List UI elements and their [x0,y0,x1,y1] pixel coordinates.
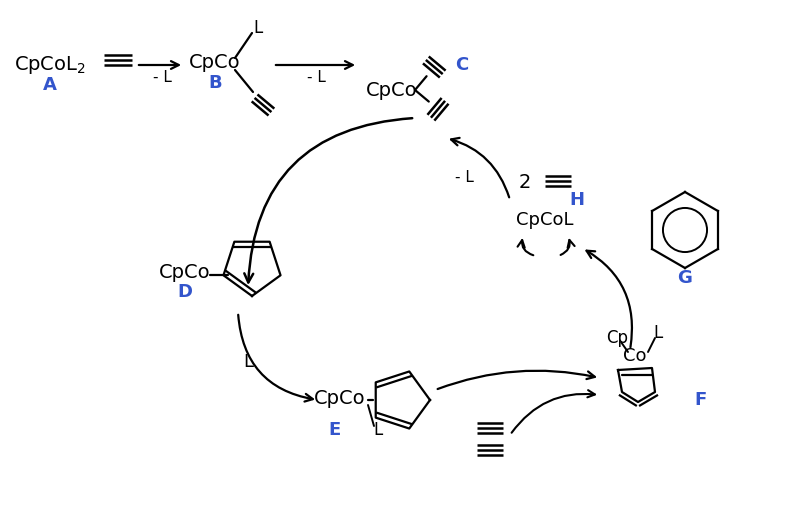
Text: B: B [208,74,222,92]
Text: E: E [329,421,341,439]
Text: A: A [43,76,57,94]
Text: L: L [374,421,382,439]
Text: 2: 2 [519,174,531,193]
Text: - L: - L [306,70,326,85]
Text: CpCo: CpCo [189,53,241,73]
Text: L: L [254,19,262,37]
Text: CpCoL$_2$: CpCoL$_2$ [14,54,86,76]
Text: L: L [654,324,662,342]
Text: H: H [570,191,585,209]
Text: CpCo: CpCo [314,388,366,408]
Text: - L: - L [454,170,474,185]
Text: C: C [455,56,469,74]
Text: Cp: Cp [606,329,628,347]
Text: G: G [678,269,693,287]
Text: D: D [178,283,193,301]
Text: CpCo: CpCo [159,263,211,281]
Text: - L: - L [153,70,171,85]
Text: F: F [694,391,706,409]
Text: CpCo: CpCo [366,80,418,99]
Text: CpCoL: CpCoL [516,211,574,229]
Text: Co: Co [623,347,646,365]
Text: L: L [243,353,253,371]
